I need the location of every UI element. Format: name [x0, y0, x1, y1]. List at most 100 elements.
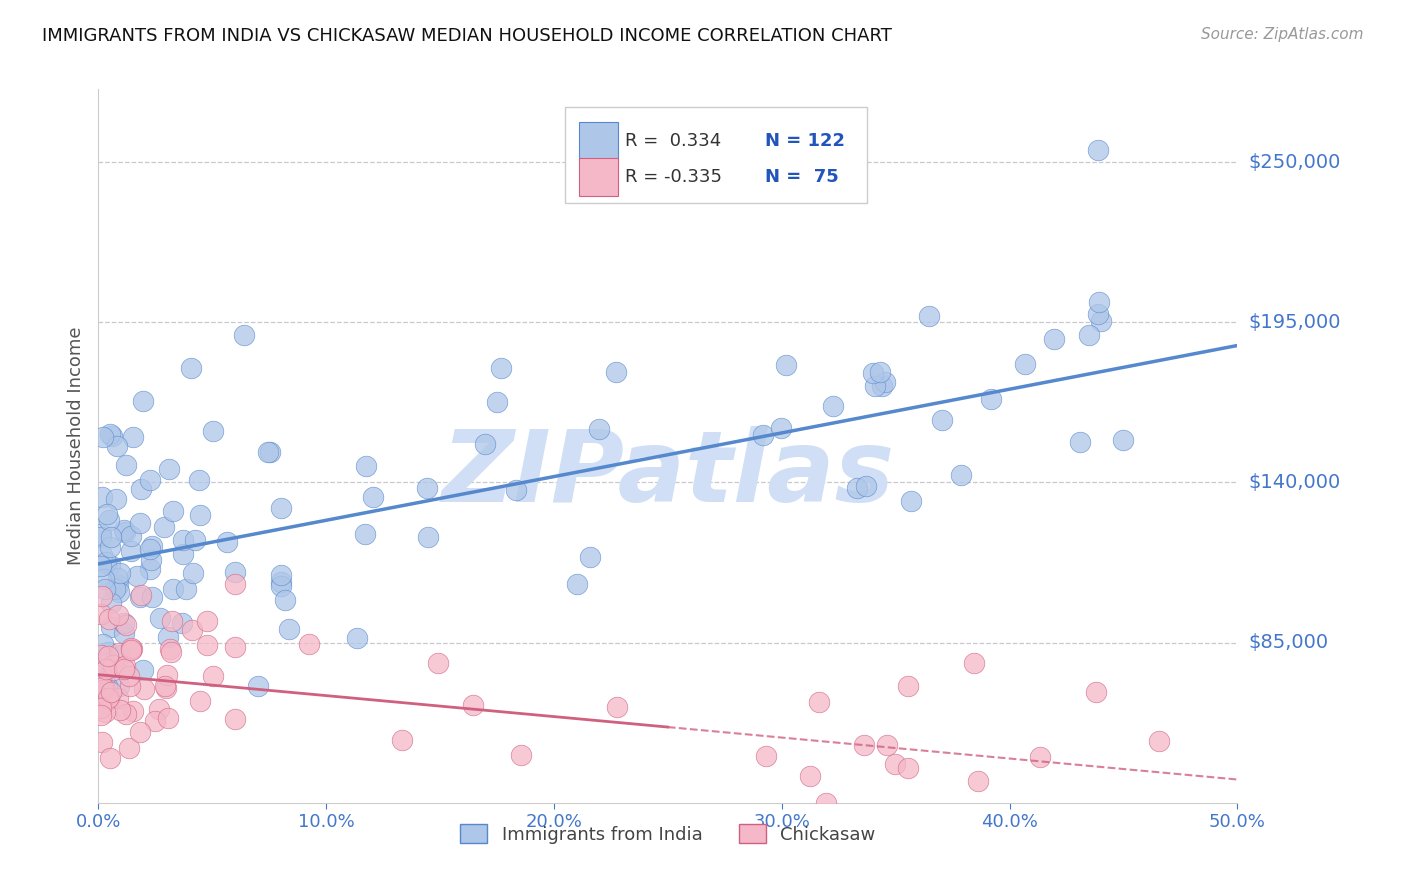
Point — [172, 615, 194, 630]
Point — [112, 523, 135, 537]
Point — [101, 429, 124, 443]
Point — [1014, 357, 1036, 371]
Point — [94, 582, 117, 596]
Point — [815, 796, 838, 810]
Point — [114, 658, 136, 673]
Point — [224, 640, 246, 654]
Point — [120, 642, 142, 657]
Point — [108, 646, 131, 660]
Point — [787, 112, 810, 126]
Point — [853, 738, 876, 752]
Point — [1087, 307, 1109, 321]
Point — [463, 698, 485, 712]
Point — [1087, 144, 1109, 158]
Point — [100, 685, 122, 699]
Point — [98, 751, 121, 765]
Point — [129, 482, 152, 496]
Point — [224, 712, 246, 726]
Point — [755, 748, 778, 763]
Point — [153, 520, 176, 534]
Text: N =  75: N = 75 — [765, 168, 838, 186]
Point — [91, 430, 114, 444]
Text: IMMIGRANTS FROM INDIA VS CHICKASAW MEDIAN HOUSEHOLD INCOME CORRELATION CHART: IMMIGRANTS FROM INDIA VS CHICKASAW MEDIA… — [42, 27, 891, 45]
Text: $195,000: $195,000 — [1249, 313, 1341, 332]
Point — [120, 529, 142, 543]
Point — [188, 693, 211, 707]
Point — [132, 663, 155, 677]
Point — [876, 738, 898, 752]
Point — [232, 328, 254, 343]
Point — [897, 761, 920, 775]
Point — [90, 527, 112, 541]
Point — [1028, 750, 1050, 764]
Point — [97, 691, 120, 706]
Point — [91, 549, 114, 563]
Point — [112, 626, 135, 640]
Point — [897, 679, 920, 693]
Point — [195, 638, 218, 652]
Point — [505, 483, 527, 498]
Point — [172, 533, 194, 547]
Point — [949, 468, 972, 483]
Text: ZIPatlas: ZIPatlas — [441, 426, 894, 523]
Point — [156, 711, 179, 725]
Point — [97, 653, 120, 667]
Point — [980, 392, 1002, 406]
Point — [159, 641, 181, 656]
Point — [187, 473, 209, 487]
Point — [105, 439, 128, 453]
Point — [90, 707, 112, 722]
Point — [97, 690, 120, 705]
Text: R = -0.335: R = -0.335 — [624, 168, 721, 186]
Point — [96, 508, 118, 522]
Point — [162, 582, 184, 596]
Point — [159, 645, 181, 659]
Point — [98, 541, 121, 555]
Point — [149, 610, 172, 624]
Point — [270, 501, 292, 516]
Point — [120, 679, 142, 693]
Point — [148, 702, 170, 716]
Point — [769, 421, 792, 435]
Point — [155, 681, 177, 695]
Point — [91, 683, 114, 698]
Point — [247, 679, 270, 693]
Point — [101, 663, 124, 677]
Point — [181, 566, 204, 580]
Point — [93, 675, 115, 690]
Point — [115, 617, 138, 632]
Point — [100, 620, 122, 634]
Point — [509, 747, 531, 762]
Point — [174, 582, 197, 597]
Point — [883, 757, 905, 772]
Point — [118, 741, 141, 756]
Point — [108, 566, 131, 580]
Point — [104, 582, 127, 596]
Point — [112, 661, 135, 675]
Point — [91, 681, 114, 695]
Point — [489, 361, 512, 376]
Point — [1112, 433, 1135, 447]
Point — [224, 565, 246, 579]
Point — [121, 704, 143, 718]
Legend: Immigrants from India, Chickasaw: Immigrants from India, Chickasaw — [453, 817, 883, 851]
Point — [215, 534, 238, 549]
Point — [485, 394, 508, 409]
Point — [270, 568, 292, 582]
Point — [416, 530, 439, 544]
Point — [588, 422, 610, 436]
Point — [474, 437, 496, 451]
Point — [172, 547, 194, 561]
Text: N = 122: N = 122 — [765, 132, 845, 150]
Point — [98, 513, 121, 527]
Point — [112, 615, 135, 630]
Point — [97, 692, 120, 706]
Point — [107, 577, 129, 591]
Point — [100, 530, 122, 544]
Point — [108, 585, 131, 599]
Point — [98, 427, 121, 442]
Point — [823, 399, 845, 413]
Point — [94, 663, 117, 677]
Point — [94, 555, 117, 569]
Point — [90, 665, 112, 680]
